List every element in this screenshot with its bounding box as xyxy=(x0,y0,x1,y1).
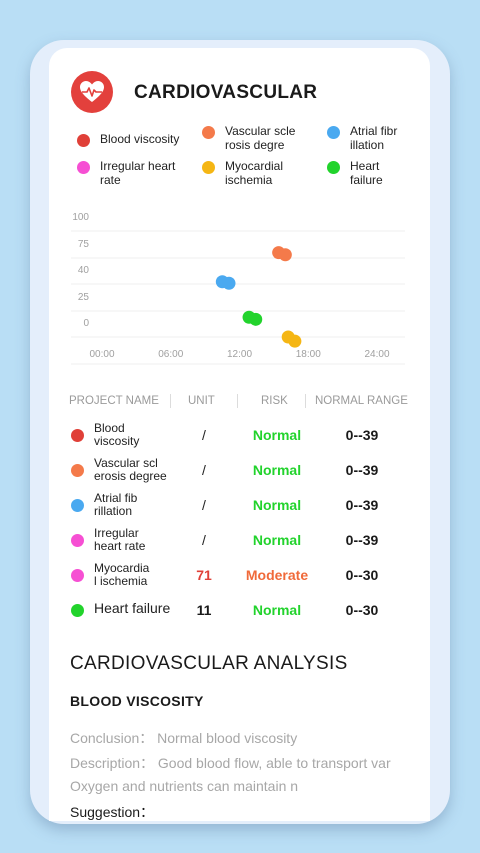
row-color-dot xyxy=(71,569,84,582)
row-risk: Moderate xyxy=(245,567,309,583)
description-text: Description： Good blood flow, able to tr… xyxy=(70,755,391,771)
table-row: Vascular scl erosis degree / Normal 0--39 xyxy=(49,453,430,488)
data-point xyxy=(249,312,263,326)
row-unit: / xyxy=(202,427,206,443)
row-risk: Normal xyxy=(252,462,302,478)
row-color-dot xyxy=(71,499,84,512)
x-tick-label: 00:00 xyxy=(89,349,114,360)
legend-item-irregular-heart-rate: Irregular heart rate xyxy=(77,159,175,187)
row-project-name: Atrial fib rillation xyxy=(94,491,138,518)
x-tick-label: 12:00 xyxy=(227,349,252,360)
table-row: Blood viscosity / Normal 0--39 xyxy=(49,418,430,453)
legend-label: Blood viscosity xyxy=(100,132,180,146)
legend-dot xyxy=(77,134,90,147)
legend-label: Myocardial ischemia xyxy=(225,159,284,187)
legend-dot xyxy=(327,126,340,139)
legend-item-atrial-fibrillation: Atrial fibr illation xyxy=(327,124,397,152)
row-project-name: Vascular scl erosis degree xyxy=(94,456,167,483)
y-tick-label: 25 xyxy=(78,292,90,303)
y-tick-label: 0 xyxy=(83,318,89,329)
row-normal-range: 0--30 xyxy=(345,567,379,583)
legend-item-myocardial-ischemia: Myocardial ischemia xyxy=(202,159,283,187)
row-risk: Normal xyxy=(252,427,302,443)
row-project-name: Blood viscosity xyxy=(94,421,140,448)
row-unit: 71 xyxy=(196,567,212,583)
y-tick-label: 40 xyxy=(78,265,90,276)
legend-dot xyxy=(202,126,215,139)
x-tick-label: 24:00 xyxy=(364,349,389,360)
row-unit: / xyxy=(202,462,206,478)
row-unit: 11 xyxy=(196,602,212,618)
row-color-dot xyxy=(71,464,84,477)
legend-dot xyxy=(77,161,90,174)
x-tick-label: 18:00 xyxy=(296,349,321,360)
row-unit: / xyxy=(202,532,206,548)
legend-label: Vascular scle rosis degre xyxy=(225,124,296,152)
row-color-dot xyxy=(71,534,84,547)
row-color-dot xyxy=(71,604,84,617)
suggestion-label: Suggestion： xyxy=(70,804,155,820)
table-header-risk: RISK xyxy=(261,395,288,407)
row-normal-range: 0--39 xyxy=(345,427,379,443)
y-tick-label: 75 xyxy=(78,239,90,250)
heart-pulse-icon xyxy=(71,71,113,113)
legend-item-heart-failure: Heart failure xyxy=(327,159,383,187)
legend-dot xyxy=(327,161,340,174)
legend-item-vascular-sclerosis: Vascular scle rosis degre xyxy=(202,124,295,152)
table-header-normal-range: NORMAL RANGE xyxy=(315,395,408,407)
x-tick-label: 06:00 xyxy=(158,349,183,360)
page-title: CARDIOVASCULAR xyxy=(134,82,318,103)
table-row: Myocardia l ischemia 71 Moderate 0--30 xyxy=(49,558,430,593)
row-normal-range: 0--39 xyxy=(345,462,379,478)
legend-item-blood-viscosity: Blood viscosity xyxy=(77,132,179,147)
legend-dot xyxy=(202,161,215,174)
row-risk: Normal xyxy=(252,602,302,618)
table-row: Irregular heart rate / Normal 0--39 xyxy=(49,523,430,558)
legend-label: Irregular heart rate xyxy=(100,159,176,187)
conclusion-text: Conclusion： Normal blood viscosity xyxy=(70,730,298,746)
row-unit: / xyxy=(202,497,206,513)
row-normal-range: 0--39 xyxy=(345,532,379,548)
row-risk: Normal xyxy=(252,532,302,548)
row-project-name: Irregular heart rate xyxy=(94,526,146,553)
row-project-name: Heart failure xyxy=(94,600,171,616)
analysis-title: CARDIOVASCULAR ANALYSIS xyxy=(70,653,348,674)
y-tick-label: 100 xyxy=(72,212,89,223)
description-text-continued: Oxygen and nutrients can maintain n xyxy=(70,778,299,794)
table-row: Atrial fib rillation / Normal 0--39 xyxy=(49,488,430,523)
legend-label: Heart failure xyxy=(350,159,383,187)
row-normal-range: 0--30 xyxy=(345,602,379,618)
legend-label: Atrial fibr illation xyxy=(350,124,398,152)
table-header-divider xyxy=(237,394,238,408)
data-point xyxy=(278,248,292,262)
table-header-divider xyxy=(170,394,171,408)
table-header-unit: UNIT xyxy=(188,395,215,407)
table-header-divider xyxy=(305,394,306,408)
table-row: Heart failure 11 Normal 0--30 xyxy=(49,593,430,628)
table-header-project-name: PROJECT NAME xyxy=(69,395,159,407)
data-point xyxy=(222,276,236,290)
scatter-chart: 100 75 40 25 0 00:00 06:00 12:00 18:00 24:00 xyxy=(71,212,405,365)
row-normal-range: 0--39 xyxy=(345,497,379,513)
row-color-dot xyxy=(71,429,84,442)
data-point xyxy=(288,334,302,348)
report-card: CARDIOVASCULAR Blood viscosity Vascular … xyxy=(49,48,430,821)
row-project-name: Myocardia l ischemia xyxy=(94,561,150,588)
row-risk: Normal xyxy=(252,497,302,513)
section-title: BLOOD VISCOSITY xyxy=(70,693,204,709)
